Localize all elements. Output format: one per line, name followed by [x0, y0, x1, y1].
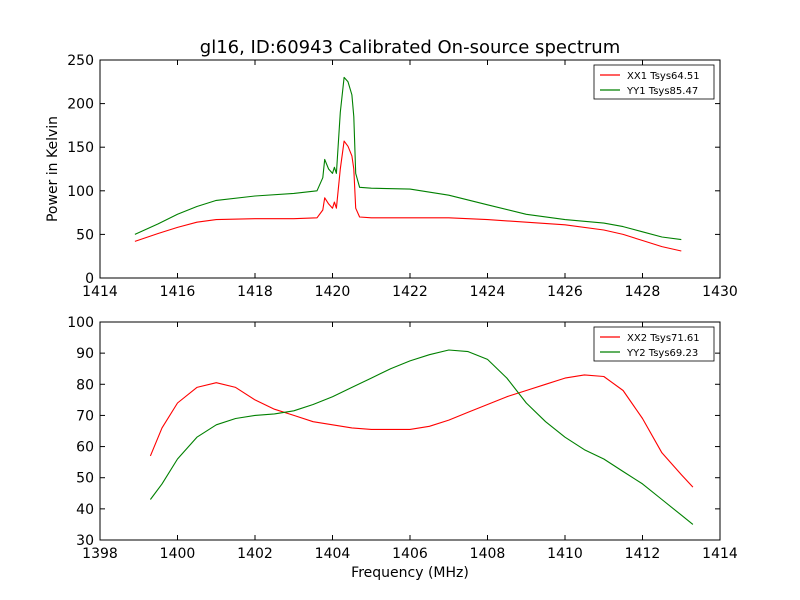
- bottom-chart-panel: 1398 1400 1402 1404 1406 1408 1410 1412 1414 30 40…: [67, 315, 738, 581]
- legend-label-2: YY1 Tsys85.47: [626, 86, 698, 97]
- y-tick-label: 80: [76, 377, 94, 393]
- x-tick-label: 1416: [160, 284, 196, 300]
- x-tick-label: 1414: [702, 546, 738, 562]
- legend: XX1 Tsys64.51 YY1 Tsys85.47: [593, 64, 715, 100]
- top-chart-panel: 1414 1416 1418 1420 1422 1424 1426 1428 1430 0 50 1…: [45, 53, 738, 300]
- figure-title: gl16, ID:60943 Calibrated On-source spec…: [200, 37, 620, 58]
- x-tick-label: 1406: [392, 546, 428, 562]
- x-tick-label: 1398: [82, 546, 118, 562]
- y-tick-label: 0: [85, 271, 94, 287]
- x-tick-label: 1430: [702, 284, 738, 300]
- legend-label-1: XX1 Tsys64.51: [627, 71, 700, 82]
- y-tick-label: 150: [67, 140, 94, 156]
- y-tick-label: 100: [67, 184, 94, 200]
- x-tick-label: 1426: [547, 284, 583, 300]
- x-tick-label: 1420: [315, 284, 351, 300]
- series-line-1: [134, 140, 682, 252]
- x-tick-label: 1402: [237, 546, 273, 562]
- y-tick-label: 70: [76, 408, 94, 424]
- y-tick-label: 30: [76, 533, 94, 549]
- x-axis-label: Frequency (MHz): [351, 565, 469, 581]
- x-tick-label: 1404: [315, 546, 351, 562]
- x-tick-label: 1408: [470, 546, 506, 562]
- y-tick-label: 40: [76, 502, 94, 518]
- x-tick-label: 1424: [470, 284, 506, 300]
- x-tick-label: 1400: [160, 546, 196, 562]
- x-tick-label: 1418: [237, 284, 273, 300]
- legend-label-1: XX2 Tsys71.61: [627, 333, 700, 344]
- x-tick-label: 1414: [82, 284, 118, 300]
- y-tick-label: 90: [76, 346, 94, 362]
- legend-box: [593, 64, 715, 100]
- legend: XX2 Tsys71.61 YY2 Tsys69.23: [593, 326, 715, 362]
- series-line-1: [149, 374, 694, 488]
- y-tick-label: 60: [76, 440, 94, 456]
- x-tick-label: 1422: [392, 284, 428, 300]
- legend-box: [593, 326, 715, 362]
- x-tick-label: 1410: [547, 546, 583, 562]
- series-line-2: [134, 76, 682, 241]
- x-tick-label: 1412: [625, 546, 661, 562]
- y-tick-label: 50: [76, 227, 94, 243]
- x-tick-label: 1428: [625, 284, 661, 300]
- legend-label-2: YY2 Tsys69.23: [626, 348, 698, 359]
- y-tick-label: 50: [76, 471, 94, 487]
- y-axis-label: Power in Kelvin: [45, 116, 61, 222]
- y-tick-label: 100: [67, 315, 94, 331]
- series-line-2: [149, 349, 694, 525]
- y-tick-label: 250: [67, 53, 94, 69]
- y-tick-label: 200: [67, 97, 94, 113]
